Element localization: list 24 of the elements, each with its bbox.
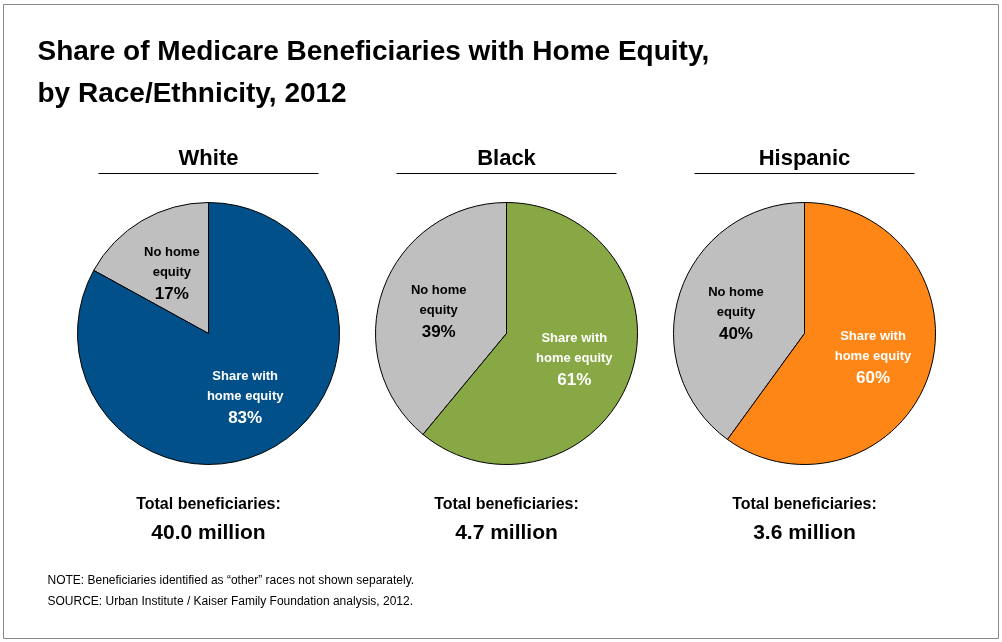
- slice-label: No home equity: [144, 243, 200, 279]
- text: Total beneficiaries:: [732, 495, 877, 512]
- slice-label: No home equity: [708, 283, 764, 319]
- text: Total beneficiaries:: [434, 495, 579, 512]
- chart-title: Hispanic: [758, 145, 851, 170]
- slice-label: Share with home equity: [206, 368, 285, 404]
- slice-label: No home equity: [410, 281, 467, 317]
- text: NOTE: Beneficiaries identified as “other” races not shown separately.: [47, 572, 415, 587]
- data-label: 60%: [856, 368, 891, 388]
- data-label: 39%: [421, 321, 456, 341]
- slice-label: Share with home equity: [834, 328, 913, 364]
- text: Share of Medicare Beneficiaries with Home Equity, by Race/Ethnicity, 2012: [37, 35, 710, 108]
- data-label: 61%: [557, 370, 592, 390]
- slice-label: Share with home equity: [536, 330, 614, 366]
- chart-title: Black: [477, 145, 537, 170]
- text: 3.6 million: [753, 520, 856, 543]
- data-label: 17%: [154, 283, 189, 303]
- source-note: SOURCE: Urban Institute / Kaiser Family Foundation analysis, 2012.: [47, 593, 413, 608]
- chart-title: White: [178, 145, 239, 170]
- text: 40.0 million: [151, 520, 266, 543]
- data-label: 83%: [228, 408, 263, 428]
- text: Total beneficiaries:: [136, 495, 281, 512]
- text: 4.7 million: [455, 520, 558, 543]
- data-label: 40%: [718, 323, 753, 343]
